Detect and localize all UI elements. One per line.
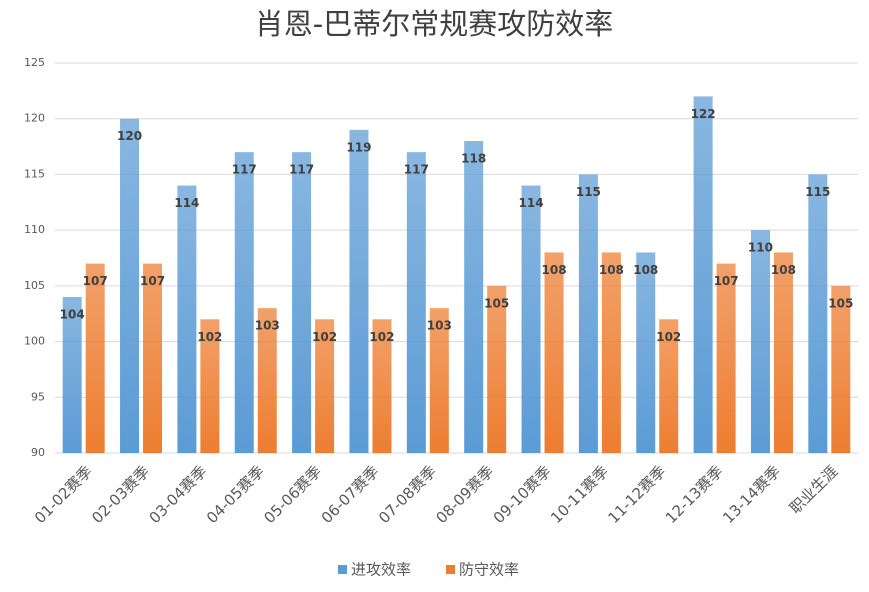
bar	[659, 319, 679, 453]
bar	[429, 308, 449, 453]
bar	[716, 263, 736, 453]
x-tick-label: 09-10赛季	[490, 462, 555, 527]
data-label: 117	[232, 163, 257, 177]
x-tick-label: 05-06赛季	[260, 462, 325, 527]
bar	[601, 252, 621, 453]
bar	[693, 96, 713, 453]
data-label: 107	[83, 274, 108, 288]
bar	[292, 152, 312, 453]
x-tick-label: 04-05赛季	[203, 462, 268, 527]
bar	[521, 185, 541, 454]
bar	[487, 285, 507, 453]
data-label: 114	[174, 196, 199, 210]
x-tick-label: 10-11赛季	[547, 462, 612, 527]
y-tick-label: 120	[24, 112, 45, 125]
x-tick-label: 08-09赛季	[432, 462, 497, 527]
data-label: 108	[633, 263, 658, 277]
x-tick-label: 12-13赛季	[662, 462, 727, 527]
data-label: 119	[346, 140, 371, 154]
data-label: 118	[461, 152, 486, 166]
data-label: 108	[599, 263, 624, 277]
data-label: 122	[691, 107, 716, 121]
bar	[464, 141, 484, 453]
bar	[349, 129, 369, 453]
bar	[120, 118, 140, 453]
data-label: 105	[484, 296, 509, 310]
bar	[578, 174, 598, 453]
bar	[808, 174, 828, 453]
data-label: 103	[255, 319, 280, 333]
bar	[234, 152, 254, 453]
legend-swatch	[338, 565, 347, 574]
data-label: 120	[117, 129, 142, 143]
bar	[85, 263, 105, 453]
bar	[143, 263, 163, 453]
bar	[750, 230, 770, 453]
data-label: 102	[656, 330, 681, 344]
x-tick-label: 01-02赛季	[31, 462, 96, 527]
chart-title: 肖恩-巴蒂尔常规赛攻防效率	[255, 7, 613, 41]
data-label: 105	[828, 296, 853, 310]
data-label: 117	[289, 163, 314, 177]
bar	[177, 185, 197, 454]
y-tick-label: 115	[24, 167, 45, 180]
bar	[773, 252, 793, 453]
x-tick-label: 06-07赛季	[318, 462, 383, 527]
data-label: 108	[771, 263, 796, 277]
y-tick-label: 90	[31, 446, 45, 459]
data-label: 102	[197, 330, 222, 344]
x-tick-label: 11-12赛季	[604, 462, 669, 527]
y-tick-label: 95	[31, 390, 45, 403]
data-label: 110	[748, 241, 773, 255]
data-label: 102	[312, 330, 337, 344]
bar	[636, 252, 656, 453]
x-tick-label: 03-04赛季	[146, 462, 211, 527]
bar	[372, 319, 392, 453]
data-label: 114	[519, 196, 544, 210]
x-tick-label: 07-08赛季	[375, 462, 440, 527]
y-tick-label: 110	[24, 223, 45, 236]
legend-label: 防守效率	[459, 561, 519, 579]
x-tick-label: 职业生涯	[786, 462, 841, 517]
data-label: 108	[542, 263, 567, 277]
bar	[315, 319, 335, 453]
data-label: 104	[60, 308, 85, 322]
data-label: 117	[404, 163, 429, 177]
x-tick-label: 13-14赛季	[719, 462, 784, 527]
bar	[62, 297, 82, 453]
data-label: 115	[576, 185, 601, 199]
legend-swatch	[446, 565, 455, 574]
bar	[831, 285, 851, 453]
bar	[406, 152, 426, 453]
data-label: 102	[369, 330, 394, 344]
data-label: 115	[805, 185, 830, 199]
legend-label: 进攻效率	[351, 561, 411, 579]
bar	[544, 252, 564, 453]
bar	[200, 319, 220, 453]
y-tick-label: 125	[24, 56, 45, 69]
y-tick-label: 105	[24, 279, 45, 292]
bar	[257, 308, 277, 453]
data-label: 107	[714, 274, 739, 288]
data-label: 103	[427, 319, 452, 333]
y-tick-label: 100	[24, 335, 45, 348]
x-tick-label: 02-03赛季	[88, 462, 153, 527]
data-label: 107	[140, 274, 165, 288]
